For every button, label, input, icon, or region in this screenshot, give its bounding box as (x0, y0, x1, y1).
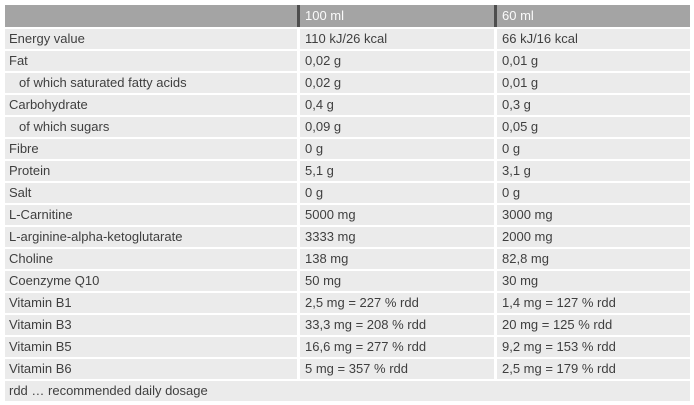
value-100ml: 0,02 g (297, 73, 494, 93)
nutrient-label: L-Carnitine (5, 205, 297, 225)
nutrient-label: Vitamin B5 (5, 337, 297, 357)
value-60ml: 82,8 mg (494, 249, 690, 269)
value-100ml: 138 mg (297, 249, 494, 269)
nutrient-label: Protein (5, 161, 297, 181)
nutrient-label: Fibre (5, 139, 297, 159)
value-100ml: 50 mg (297, 271, 494, 291)
value-100ml: 5 mg = 357 % rdd (297, 359, 494, 379)
nutrition-panel: 100 ml 60 ml Energy value 110 kJ/26 kcal… (5, 5, 690, 401)
value-60ml: 2,5 mg = 179 % rdd (494, 359, 690, 379)
nutrition-table: 100 ml 60 ml Energy value 110 kJ/26 kcal… (5, 5, 690, 401)
nutrient-label: Salt (5, 183, 297, 203)
value-100ml: 33,3 mg = 208 % rdd (297, 315, 494, 335)
nutrient-label: Energy value (5, 29, 297, 49)
nutrient-label: Coenzyme Q10 (5, 271, 297, 291)
value-100ml: 16,6 mg = 277 % rdd (297, 337, 494, 357)
value-100ml: 5000 mg (297, 205, 494, 225)
value-60ml: 0 g (494, 139, 690, 159)
value-60ml: 1,4 mg = 127 % rdd (494, 293, 690, 313)
footnote-cell: rdd … recommended daily dosage (5, 381, 690, 401)
value-60ml: 20 mg = 125 % rdd (494, 315, 690, 335)
value-100ml: 2,5 mg = 227 % rdd (297, 293, 494, 313)
value-60ml: 9,2 mg = 153 % rdd (494, 337, 690, 357)
nutrient-label: Vitamin B6 (5, 359, 297, 379)
nutrient-label: Carbohydrate (5, 95, 297, 115)
nutrient-label: Fat (5, 51, 297, 71)
value-60ml: 0,3 g (494, 95, 690, 115)
value-60ml: 66 kJ/16 kcal (494, 29, 690, 49)
value-60ml: 30 mg (494, 271, 690, 291)
value-60ml: 2000 mg (494, 227, 690, 247)
value-60ml: 0,01 g (494, 73, 690, 93)
value-100ml: 0,4 g (297, 95, 494, 115)
value-60ml: 0 g (494, 183, 690, 203)
value-100ml: 0 g (297, 183, 494, 203)
nutrient-label: of which saturated fatty acids (5, 73, 297, 93)
value-100ml: 0,02 g (297, 51, 494, 71)
value-100ml: 0,09 g (297, 117, 494, 137)
value-100ml: 5,1 g (297, 161, 494, 181)
nutrient-label: Vitamin B1 (5, 293, 297, 313)
nutrient-label: Vitamin B3 (5, 315, 297, 335)
value-100ml: 110 kJ/26 kcal (297, 29, 494, 49)
header-spacer-cell (5, 5, 297, 27)
value-60ml: 3,1 g (494, 161, 690, 181)
value-60ml: 0,01 g (494, 51, 690, 71)
column-header-100ml: 100 ml (297, 5, 494, 27)
nutrient-label: of which sugars (5, 117, 297, 137)
value-60ml: 3000 mg (494, 205, 690, 225)
column-header-60ml: 60 ml (494, 5, 690, 27)
nutrient-label: Choline (5, 249, 297, 269)
nutrient-label: L-arginine-alpha-ketoglutarate (5, 227, 297, 247)
value-100ml: 0 g (297, 139, 494, 159)
value-60ml: 0,05 g (494, 117, 690, 137)
value-100ml: 3333 mg (297, 227, 494, 247)
